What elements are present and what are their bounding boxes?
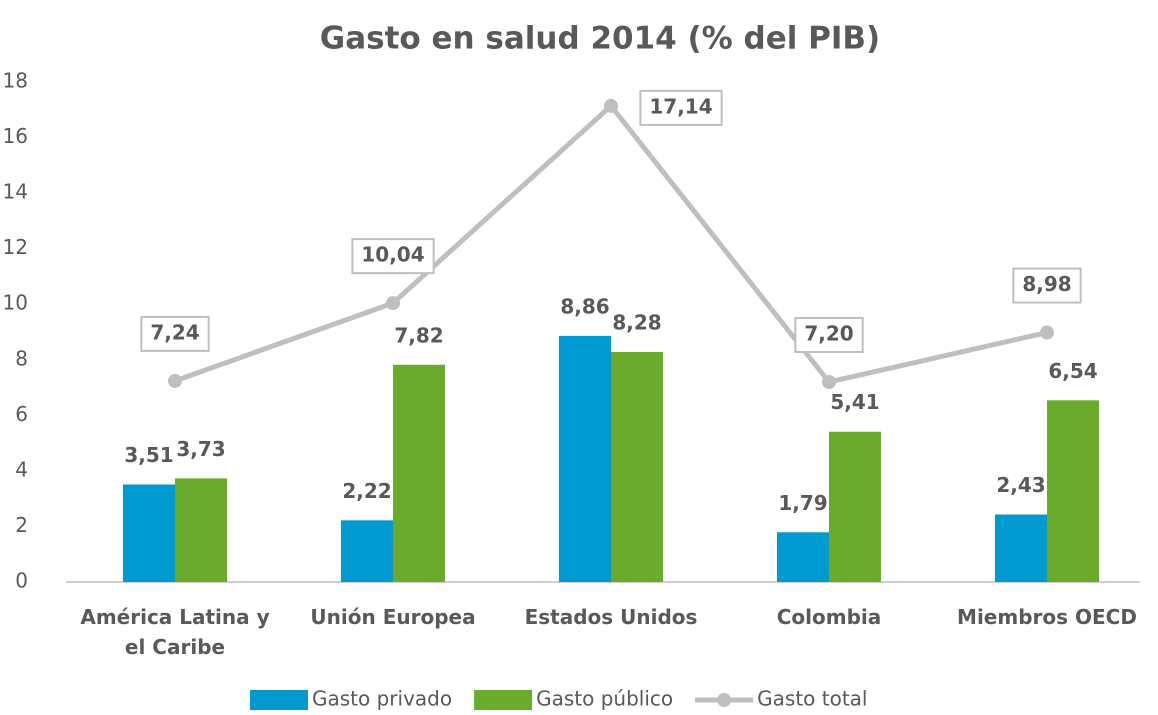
data-label: 3,51 — [124, 443, 173, 467]
label-box — [639, 89, 723, 126]
legend-label: Gasto privado — [312, 687, 452, 711]
legend-swatch — [717, 693, 732, 707]
data-label: 7,24 — [150, 320, 199, 344]
data-label: 8,28 — [612, 311, 661, 335]
x-tick-label-box: Colombia — [776, 605, 882, 629]
legend-label: Gasto público — [536, 687, 673, 711]
y-tick-label: 10 — [3, 291, 28, 315]
data-label: 5,41 — [830, 390, 879, 414]
label-box — [1012, 267, 1082, 304]
legend-swatch — [250, 690, 308, 710]
legend-swatch — [474, 690, 533, 710]
point — [604, 98, 618, 113]
data-label: 7,20 — [804, 322, 853, 346]
y-tick-label: 8 — [15, 346, 28, 370]
bar — [559, 335, 611, 582]
label-box — [140, 315, 210, 352]
data-label: 10,04 — [361, 243, 424, 267]
y-tick-label: 18 — [3, 69, 28, 93]
x-tick-label: Unión Europea — [310, 605, 476, 629]
y-tick-label: 4 — [15, 457, 28, 481]
bar — [175, 478, 227, 582]
x-tick-label: Colombia — [776, 605, 882, 629]
y-tick-label: 0 — [15, 569, 28, 593]
data-label: 17,14 — [649, 94, 712, 118]
bar — [123, 484, 175, 582]
bar — [341, 520, 393, 582]
x-tick-label: Miembros OECD — [957, 605, 1137, 629]
x-tick-label-box: Miembros OECD — [957, 605, 1137, 629]
x-tick-label-box: Estados Unidos — [524, 605, 698, 629]
y-tick-label: 6 — [15, 402, 28, 426]
x-tick-label-box: América Latina y el Caribe — [80, 605, 270, 659]
x-tick-label: Estados Unidos — [524, 605, 698, 629]
y-tick-label: 2 — [15, 513, 28, 537]
label-box — [794, 317, 864, 353]
bar — [995, 514, 1047, 582]
bar — [1047, 400, 1099, 582]
bar — [393, 364, 445, 582]
point — [386, 296, 400, 311]
data-label: 1,79 — [778, 491, 827, 515]
data-label: 6,54 — [1048, 359, 1097, 383]
bar — [611, 352, 663, 582]
x-tick-label: América Latina y el Caribe — [80, 605, 270, 659]
legend-label: Gasto total — [757, 687, 867, 711]
data-label: 3,73 — [176, 437, 225, 461]
data-label: 2,43 — [996, 473, 1045, 497]
bar — [829, 431, 881, 582]
point — [168, 373, 182, 388]
x-tick-label-box: Unión Europea — [310, 605, 476, 629]
data-label: 2,22 — [342, 479, 391, 503]
y-tick-label: 12 — [3, 235, 28, 259]
y-tick-label: 14 — [3, 180, 28, 204]
data-label: 8,98 — [1022, 272, 1071, 296]
data-label: 8,86 — [560, 294, 609, 318]
legend: Gasto privado Gasto público Gasto total — [250, 687, 867, 711]
chart-title: Gasto en salud 2014 (% del PIB) — [320, 21, 880, 57]
label-box — [351, 238, 435, 275]
point — [1040, 325, 1054, 340]
y-tick-label: 16 — [3, 124, 28, 148]
point — [822, 375, 836, 389]
bar — [777, 532, 829, 582]
data-label: 7,82 — [394, 323, 443, 347]
